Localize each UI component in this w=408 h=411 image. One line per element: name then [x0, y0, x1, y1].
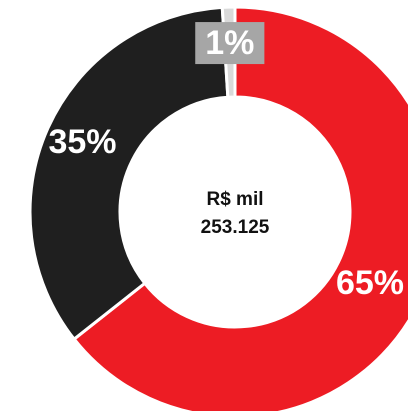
center-label: R$ mil — [206, 189, 263, 210]
slice-label: 65% — [336, 264, 404, 302]
slice-label: 35% — [48, 123, 116, 161]
slice — [72, 5, 408, 411]
label-box — [195, 22, 265, 65]
slice-label: 1% — [205, 24, 254, 62]
center-value: 253.125 — [201, 217, 270, 238]
slice — [28, 5, 230, 342]
